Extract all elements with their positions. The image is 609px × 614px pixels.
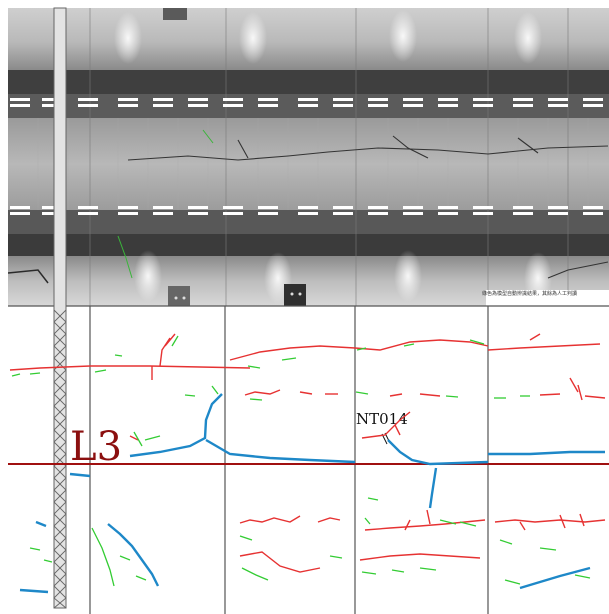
marker-label: NT014 (356, 410, 408, 428)
tunnel-scan-image (8, 8, 609, 306)
manual-cracks-blue (19, 393, 605, 594)
lower-dark-band (8, 234, 609, 256)
upper-dark-band (8, 70, 609, 94)
caption-box (486, 290, 609, 306)
upper-wall (8, 8, 609, 70)
lattice-column (53, 7, 67, 609)
figure-caption: 綠色為模型自動辨識結果，其餘為人工判讀 (482, 290, 577, 297)
manual-cracks-red (9, 333, 606, 573)
section-label: L3 (70, 424, 122, 470)
central-surface (8, 118, 609, 210)
lower-lane-markings (10, 206, 603, 215)
photo-cracks (127, 135, 609, 279)
model-detections-green (11, 335, 591, 587)
upper-lane-markings (10, 98, 603, 107)
photo-model-detections (117, 129, 214, 279)
sketch-grid (8, 305, 609, 614)
